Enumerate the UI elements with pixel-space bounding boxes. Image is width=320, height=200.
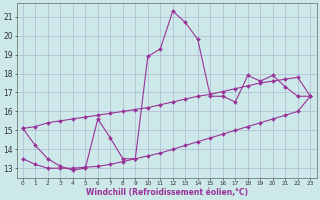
X-axis label: Windchill (Refroidissement éolien,°C): Windchill (Refroidissement éolien,°C) [85,188,248,197]
